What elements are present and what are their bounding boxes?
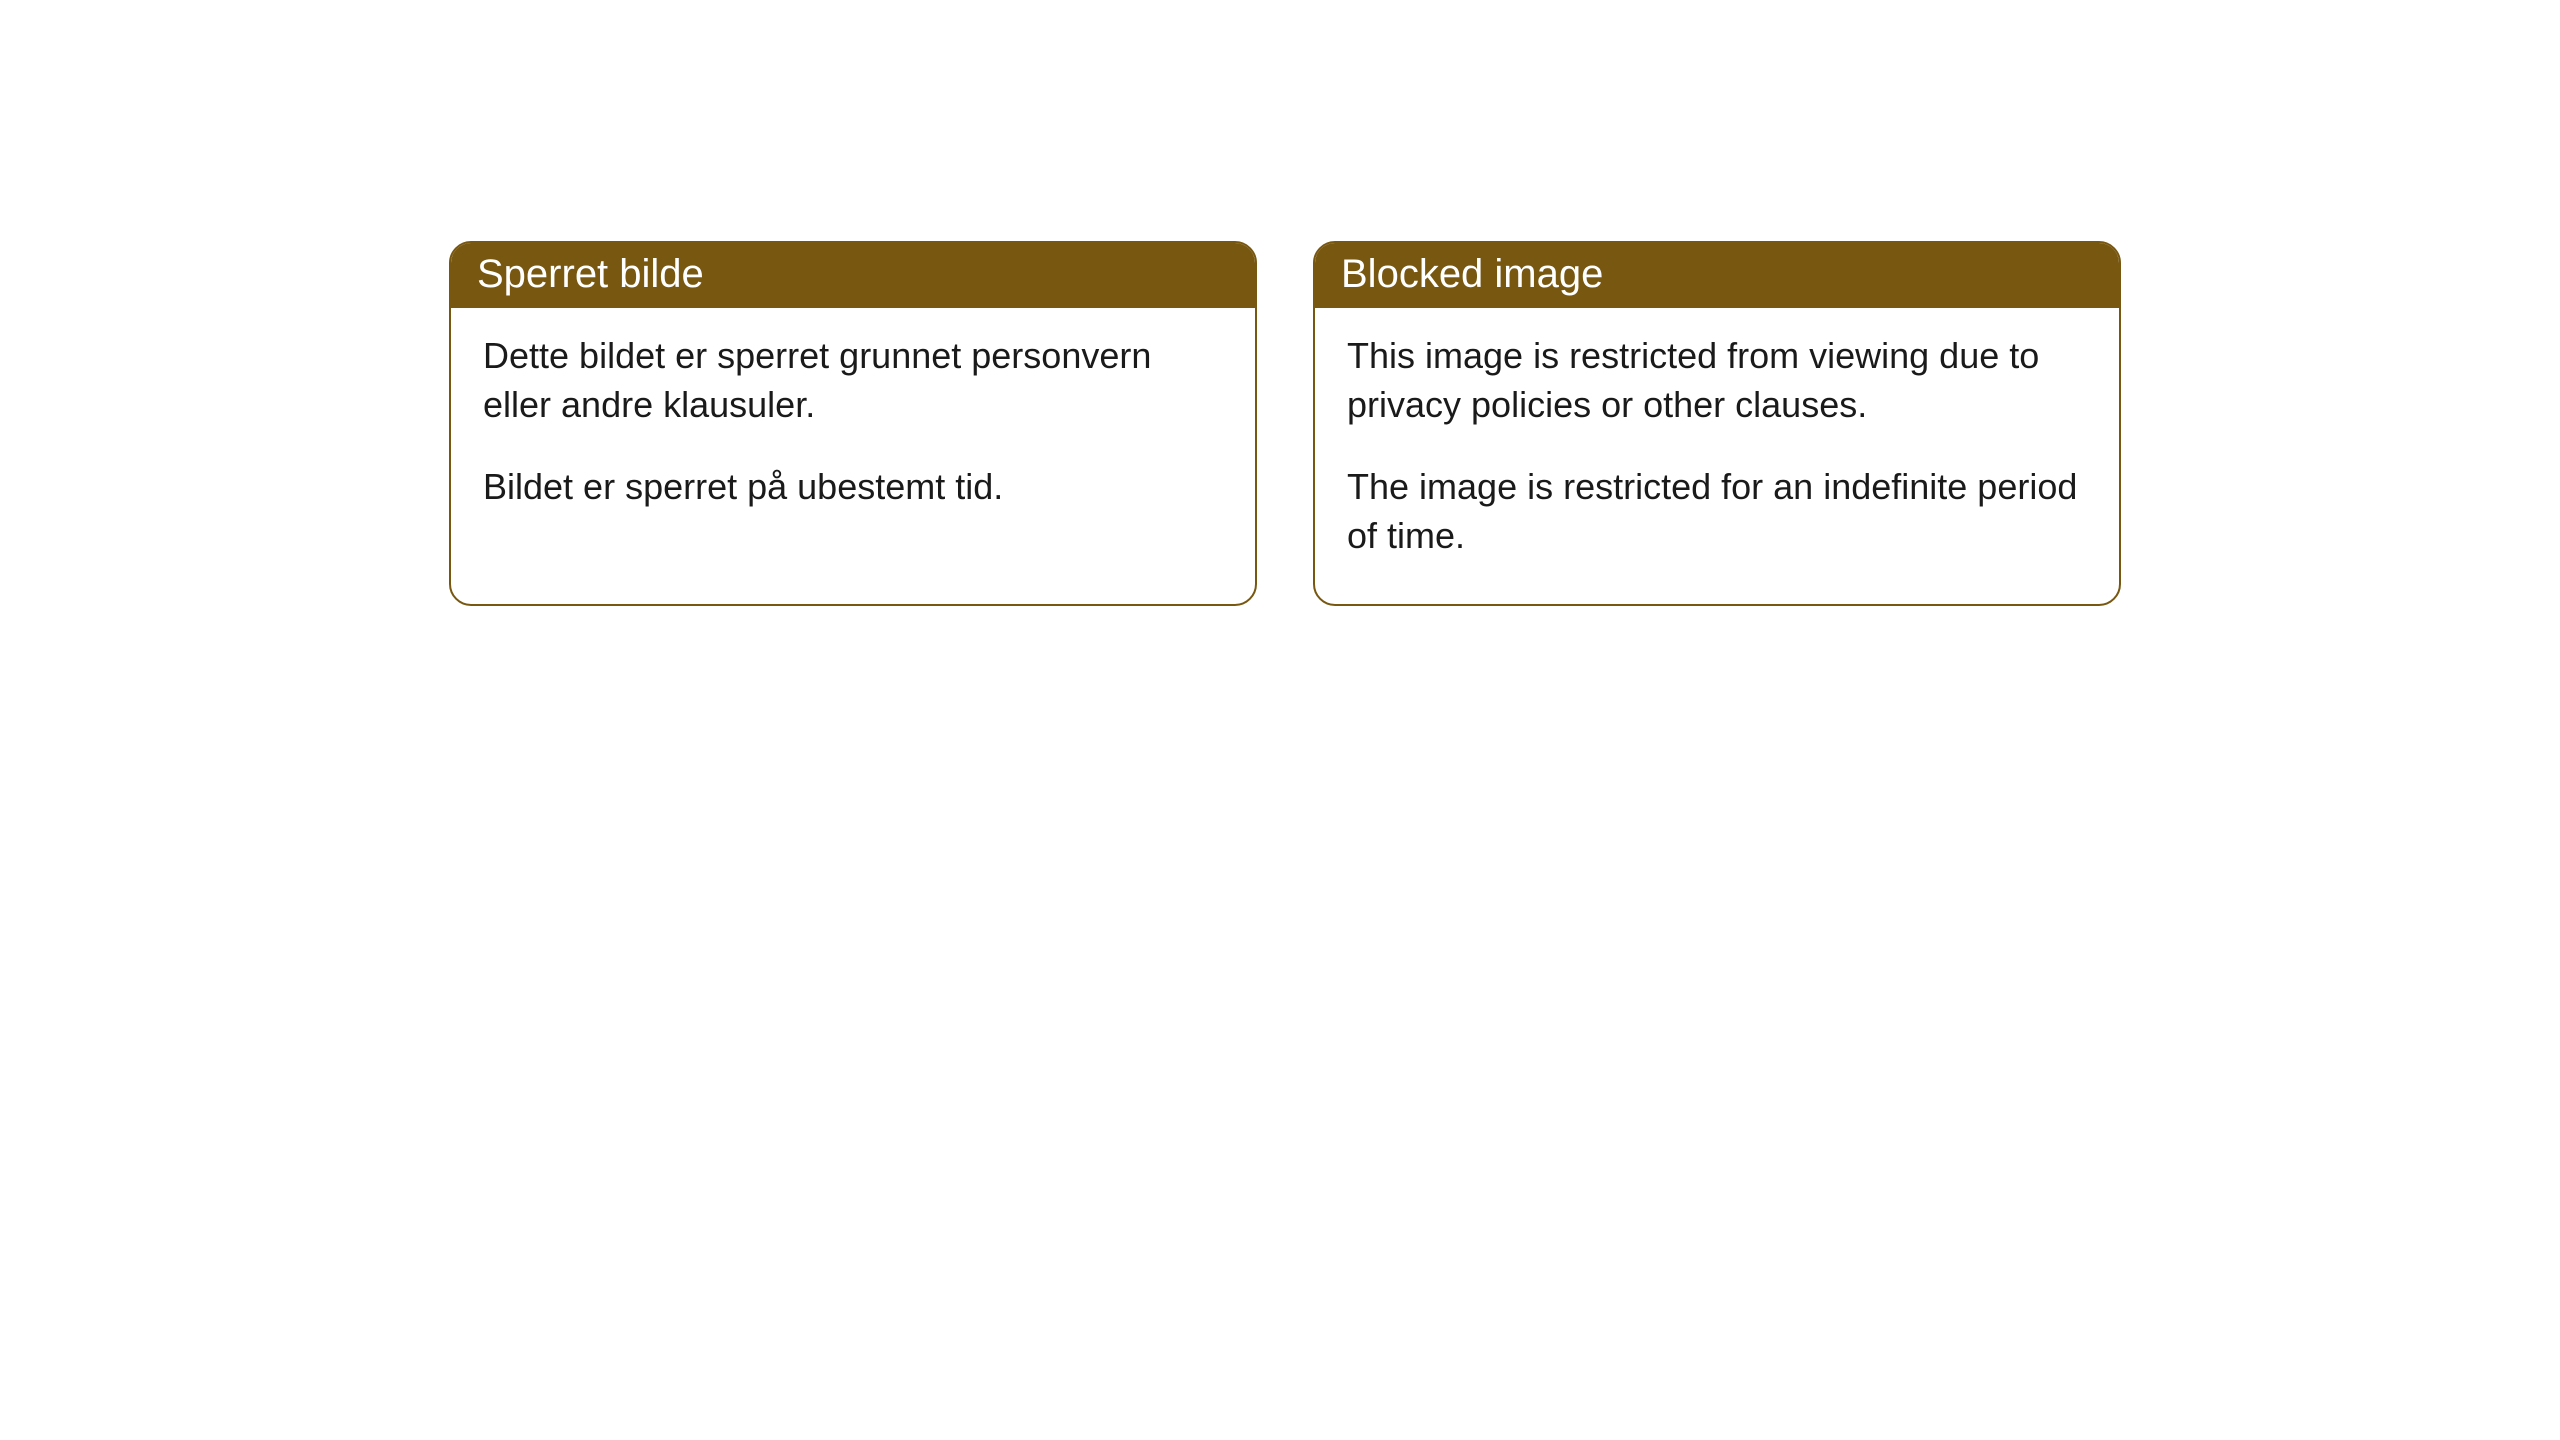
card-header: Blocked image xyxy=(1315,243,2119,308)
card-container: Sperret bilde Dette bildet er sperret gr… xyxy=(449,241,2121,606)
card-title: Sperret bilde xyxy=(477,252,704,296)
card-body: Dette bildet er sperret grunnet personve… xyxy=(451,308,1255,556)
card-title: Blocked image xyxy=(1341,252,1603,296)
card-paragraph: Dette bildet er sperret grunnet personve… xyxy=(483,332,1223,429)
card-paragraph: The image is restricted for an indefinit… xyxy=(1347,463,2087,560)
card-paragraph: Bildet er sperret på ubestemt tid. xyxy=(483,463,1223,512)
card-paragraph: This image is restricted from viewing du… xyxy=(1347,332,2087,429)
blocked-image-card-en: Blocked image This image is restricted f… xyxy=(1313,241,2121,606)
card-header: Sperret bilde xyxy=(451,243,1255,308)
blocked-image-card-no: Sperret bilde Dette bildet er sperret gr… xyxy=(449,241,1257,606)
card-body: This image is restricted from viewing du… xyxy=(1315,308,2119,604)
